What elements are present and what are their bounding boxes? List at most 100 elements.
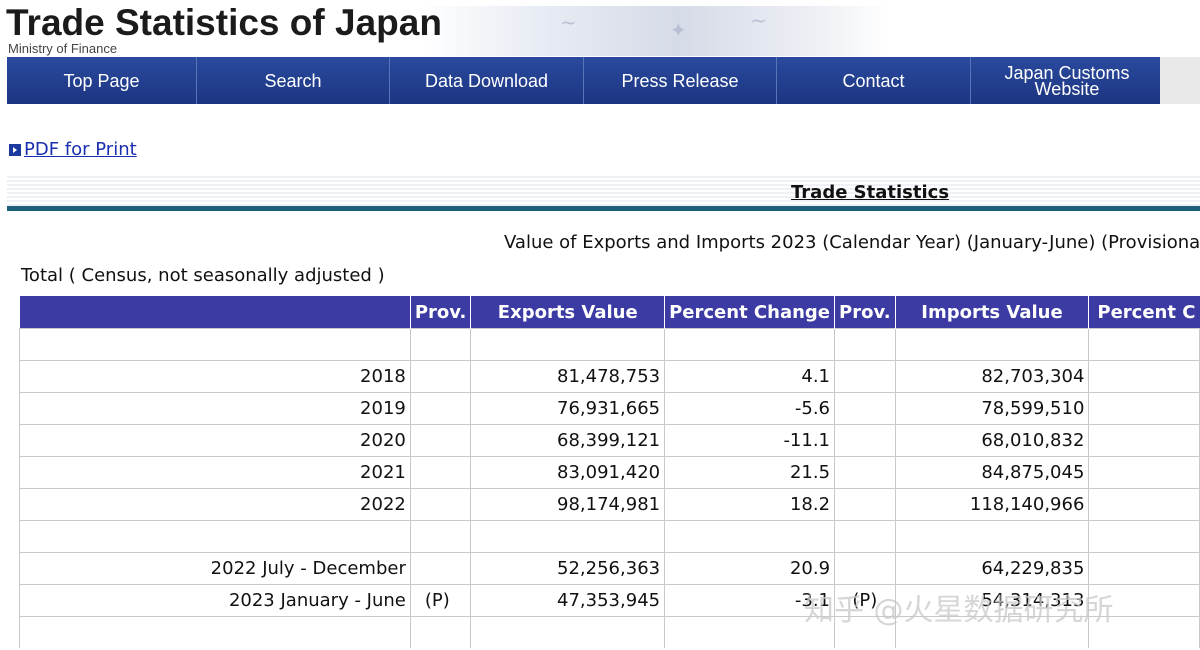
period-cell: 2021 (19, 456, 411, 489)
export-change-cell: 18.2 (664, 488, 836, 521)
trade-statistics-table: Prov. Exports Value Percent Change Prov.… (19, 296, 1200, 648)
table-row: 2021 83,091,420 21.5 84,875,045 (19, 456, 1200, 489)
exports-value-cell: 47,353,945 (470, 584, 666, 617)
column-header-prov: Prov. (834, 296, 896, 329)
exports-value-cell (470, 616, 666, 648)
import-change-cell (1088, 616, 1200, 648)
export-change-cell (664, 520, 836, 553)
table-row: 2018 81,478,753 4.1 82,703,304 (19, 360, 1200, 393)
period-cell (19, 520, 411, 553)
imports-value-cell (894, 328, 1090, 361)
nav-press-release[interactable]: Press Release (584, 57, 777, 104)
prov-cell (834, 360, 896, 393)
table-row (19, 616, 1200, 648)
prov-cell (409, 552, 472, 585)
nav-top-page[interactable]: Top Page (7, 57, 197, 104)
period-cell: 2020 (19, 424, 411, 457)
prov-cell: (P) (834, 584, 896, 617)
import-change-cell (1088, 552, 1200, 585)
watermark: 知乎 @火星数据研究所 (804, 593, 1114, 628)
prov-cell (834, 424, 896, 457)
nav-search[interactable]: Search (197, 57, 390, 104)
section-banner (7, 176, 1200, 206)
import-change-cell (1088, 328, 1200, 361)
nav-data-download[interactable]: Data Download (390, 57, 584, 104)
imports-value-cell: 82,703,304 (894, 360, 1090, 393)
import-change-cell (1088, 360, 1200, 393)
period-cell: 2018 (19, 360, 411, 393)
prov-cell (834, 520, 896, 553)
period-cell: 2022 (19, 488, 411, 521)
arrow-box-icon (9, 143, 21, 156)
import-change-cell (1088, 488, 1200, 521)
imports-value-cell: 68,010,832 (894, 424, 1090, 457)
column-header-import-percent-change: Percent C (1088, 296, 1200, 329)
export-change-cell (664, 616, 836, 648)
exports-value-cell: 52,256,363 (470, 552, 666, 585)
period-cell (19, 616, 411, 648)
site-header: ~ ✦ ~ Trade Statistics of Japan Ministry… (0, 0, 1200, 58)
banner-decoration: ✦ (670, 18, 687, 42)
section-title: Trade Statistics (791, 182, 950, 203)
imports-value-cell: 84,875,045 (894, 456, 1090, 489)
export-change-cell: 4.1 (664, 360, 836, 393)
exports-value-cell (470, 328, 666, 361)
export-change-cell: 21.5 (664, 456, 836, 489)
site-subtitle: Ministry of Finance (8, 41, 118, 56)
prov-cell (834, 392, 896, 425)
import-change-cell (1088, 424, 1200, 457)
period-cell: 2022 July - December (19, 552, 411, 585)
imports-value-cell (894, 616, 1090, 648)
prov-cell (834, 488, 896, 521)
pdf-link-label: PDF for Print (24, 139, 137, 160)
table-caption: Total ( Census, not seasonally adjusted … (21, 265, 385, 286)
imports-value-cell: 78,599,510 (894, 392, 1090, 425)
prov-cell (409, 456, 472, 489)
prov-cell (409, 488, 472, 521)
exports-value-cell (470, 520, 666, 553)
prov-cell (409, 392, 472, 425)
imports-value-cell (894, 520, 1090, 553)
site-title: Trade Statistics of Japan (6, 2, 442, 43)
period-cell (19, 328, 411, 361)
column-header-exports-value: Exports Value (470, 296, 665, 329)
table-row: 2019 76,931,665 -5.6 78,599,510 (19, 392, 1200, 425)
prov-cell (409, 424, 472, 457)
exports-value-cell: 81,478,753 (470, 360, 666, 393)
imports-value-cell: 118,140,966 (894, 488, 1090, 521)
export-change-cell (664, 328, 836, 361)
import-change-cell (1088, 456, 1200, 489)
table-row: 2022 July - December 52,256,363 20.9 64,… (19, 552, 1200, 585)
imports-value-cell: 64,229,835 (894, 552, 1090, 585)
table-row (19, 520, 1200, 553)
main-nav: Top Page Search Data Download Press Rele… (7, 57, 1163, 104)
prov-cell: (P) (409, 584, 472, 617)
prov-cell (409, 520, 472, 553)
import-change-cell (1088, 520, 1200, 553)
prov-cell (834, 328, 896, 361)
nav-spacer (1160, 57, 1200, 104)
pdf-for-print-link[interactable]: PDF for Print (9, 139, 137, 160)
export-change-cell: 20.9 (664, 552, 836, 585)
prov-cell (834, 456, 896, 489)
column-header-export-percent-change: Percent Change (664, 296, 835, 329)
exports-value-cell: 98,174,981 (470, 488, 666, 521)
export-change-cell: -11.1 (664, 424, 836, 457)
nav-japan-customs-website[interactable]: Japan Customs Website (971, 57, 1163, 104)
prov-cell (834, 552, 896, 585)
section-divider (7, 206, 1200, 211)
export-change-cell: -5.6 (664, 392, 836, 425)
header-banner-image: ~ ✦ ~ (420, 6, 890, 56)
table-row: 2020 68,399,121 -11.1 68,010,832 (19, 424, 1200, 457)
prov-cell (409, 328, 472, 361)
table-row (19, 328, 1200, 361)
column-header-imports-value: Imports Value (894, 296, 1089, 329)
period-cell: 2023 January - June (19, 584, 411, 617)
exports-value-cell: 83,091,420 (470, 456, 666, 489)
imports-value-cell: 54,314,313 (894, 584, 1090, 617)
nav-contact[interactable]: Contact (777, 57, 971, 104)
prov-cell (834, 616, 896, 648)
prov-cell (409, 616, 472, 648)
prov-cell (409, 360, 472, 393)
banner-decoration: ~ (750, 8, 767, 32)
